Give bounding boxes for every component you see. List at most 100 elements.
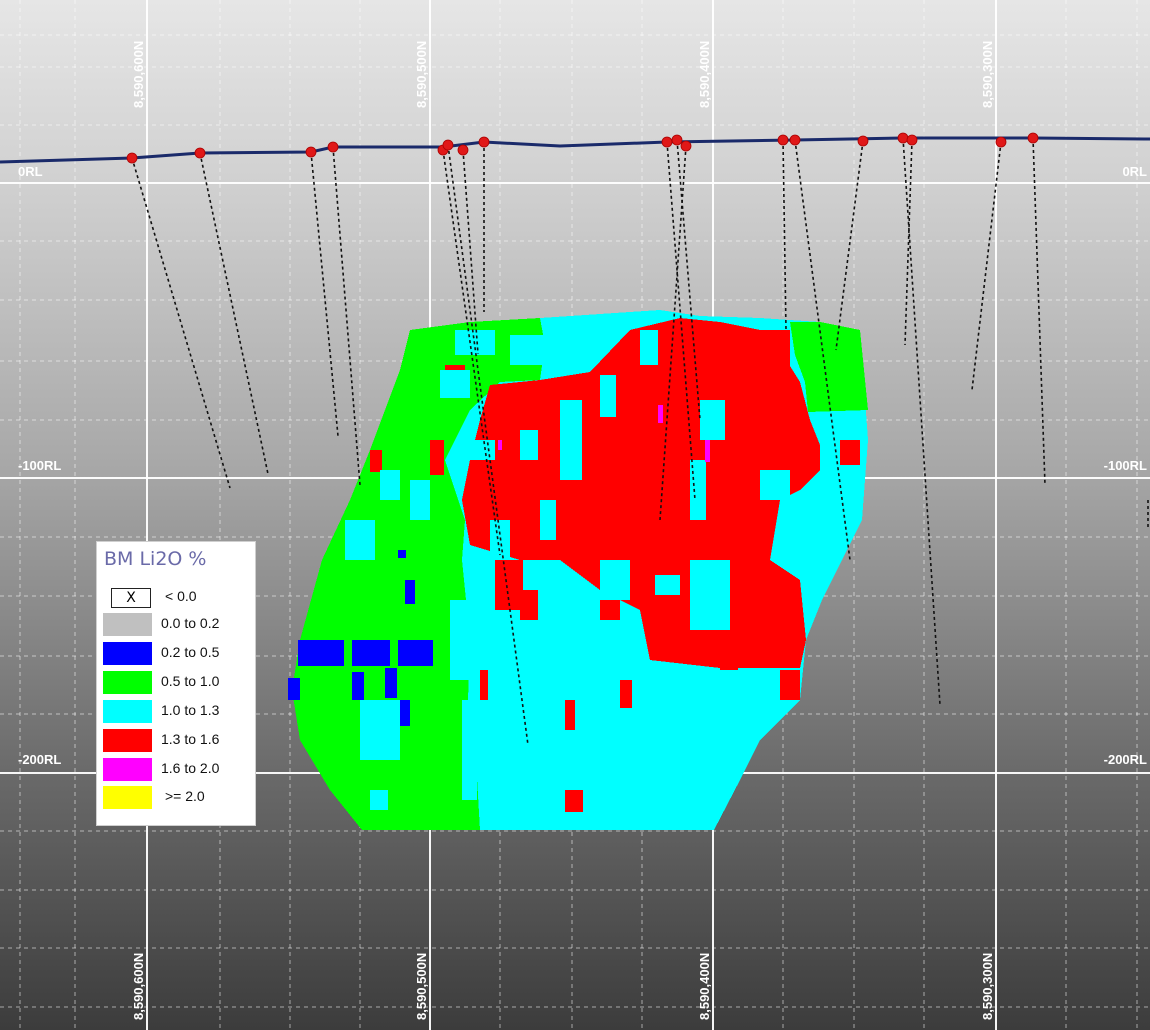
block — [495, 560, 523, 610]
legend-label: 1.0 to 1.3 — [161, 702, 220, 718]
drill-collar-marker — [1027, 132, 1039, 144]
legend-swatch — [103, 613, 152, 636]
block — [565, 790, 583, 812]
rl-label-right-100: -100RL — [1104, 458, 1147, 473]
block — [398, 550, 406, 558]
block — [510, 335, 545, 365]
block — [385, 668, 397, 698]
northing-bottom-300: 8,590,300N — [980, 953, 995, 1020]
block — [462, 700, 477, 800]
legend-label: 1.6 to 2.0 — [161, 760, 220, 776]
block — [620, 680, 632, 708]
northing-top-600: 8,590,600N — [131, 41, 146, 108]
rl-label-right-200: -200RL — [1104, 752, 1147, 767]
drill-collar-marker — [661, 136, 673, 148]
block — [780, 670, 800, 700]
legend-item: 1.6 to 2.0 — [103, 757, 253, 782]
drill-collars — [126, 132, 1039, 164]
drill-holes — [131, 137, 1149, 746]
block-model — [288, 310, 868, 830]
block — [690, 560, 730, 630]
legend-label: 0.0 to 0.2 — [161, 615, 220, 631]
northing-bottom-400: 8,590,400N — [697, 953, 712, 1020]
block — [298, 640, 344, 666]
block — [565, 700, 575, 730]
legend-panel[interactable]: BM Li2O % X < 0.0 0.0 to 0.2 0.2 to 0.5 … — [96, 541, 256, 826]
legend-item: 0.2 to 0.5 — [103, 641, 253, 666]
block — [370, 450, 382, 472]
legend-swatch — [103, 758, 152, 781]
block — [520, 590, 538, 620]
block — [360, 700, 400, 760]
legend-item: 0.5 to 1.0 — [103, 670, 253, 695]
rl-labels: 0RL 0RL -100RL -100RL -200RL -200RL — [18, 164, 1147, 767]
block-zone-red-core — [462, 318, 820, 668]
legend-item: >= 2.0 — [103, 785, 253, 810]
rl-label-left-100: -100RL — [18, 458, 61, 473]
block — [352, 672, 364, 700]
drill-collar-marker — [777, 134, 789, 146]
block — [400, 700, 410, 726]
block — [490, 520, 510, 570]
block — [705, 440, 710, 462]
legend-label: 1.3 to 1.6 — [161, 731, 220, 747]
drill-collar-marker — [995, 136, 1007, 148]
block — [380, 470, 400, 500]
legend-swatch — [103, 642, 152, 665]
block — [450, 600, 470, 680]
block — [760, 470, 790, 500]
block — [405, 580, 415, 604]
block — [520, 430, 538, 460]
block — [288, 678, 300, 700]
legend-swatch — [103, 671, 152, 694]
drill-collar-marker — [906, 134, 918, 146]
northing-bottom-500: 8,590,500N — [414, 953, 429, 1020]
legend-swatch — [103, 729, 152, 752]
block — [370, 790, 388, 810]
block — [790, 520, 840, 560]
legend-title: BM Li2O % — [104, 548, 207, 570]
drill-collar-marker — [789, 134, 801, 146]
drill-collar-marker — [194, 147, 206, 159]
block — [470, 440, 495, 460]
block — [540, 500, 556, 540]
drill-collar-marker — [442, 139, 454, 151]
block-zone-green-west — [292, 318, 545, 830]
block — [815, 330, 860, 410]
block — [430, 440, 444, 475]
block — [440, 370, 470, 398]
drill-collar-marker — [478, 136, 490, 148]
drill-collar-marker — [126, 152, 138, 164]
legend-label: < 0.0 — [165, 588, 197, 604]
drill-collar-marker — [680, 140, 692, 152]
legend-item: 0.0 to 0.2 — [103, 612, 253, 637]
legend-swatch — [103, 786, 152, 809]
block — [352, 640, 390, 666]
block — [840, 440, 860, 465]
rl-label-left-200: -200RL — [18, 752, 61, 767]
block — [655, 575, 680, 595]
block — [658, 405, 663, 423]
legend-label: >= 2.0 — [165, 788, 205, 804]
rl-label-left-0: 0RL — [18, 164, 43, 179]
northing-bottom-600: 8,590,600N — [131, 953, 146, 1020]
block — [600, 600, 620, 620]
legend-item: 1.3 to 1.6 — [103, 728, 253, 753]
drill-collar-marker — [897, 132, 909, 144]
block — [640, 330, 658, 365]
block — [400, 600, 420, 630]
legend-label: 0.2 to 0.5 — [161, 644, 220, 660]
legend-item-null: X < 0.0 — [103, 585, 253, 610]
block — [420, 810, 450, 830]
block — [345, 520, 375, 560]
block — [600, 560, 630, 600]
block — [700, 400, 725, 440]
null-swatch: X — [111, 588, 151, 608]
northing-labels: 8,590,600N 8,590,500N 8,590,400N 8,590,3… — [131, 41, 995, 1020]
block — [760, 330, 790, 370]
drill-collar-marker — [305, 146, 317, 158]
drill-collar-marker — [327, 141, 339, 153]
legend-swatch — [103, 700, 152, 723]
block — [560, 400, 582, 480]
